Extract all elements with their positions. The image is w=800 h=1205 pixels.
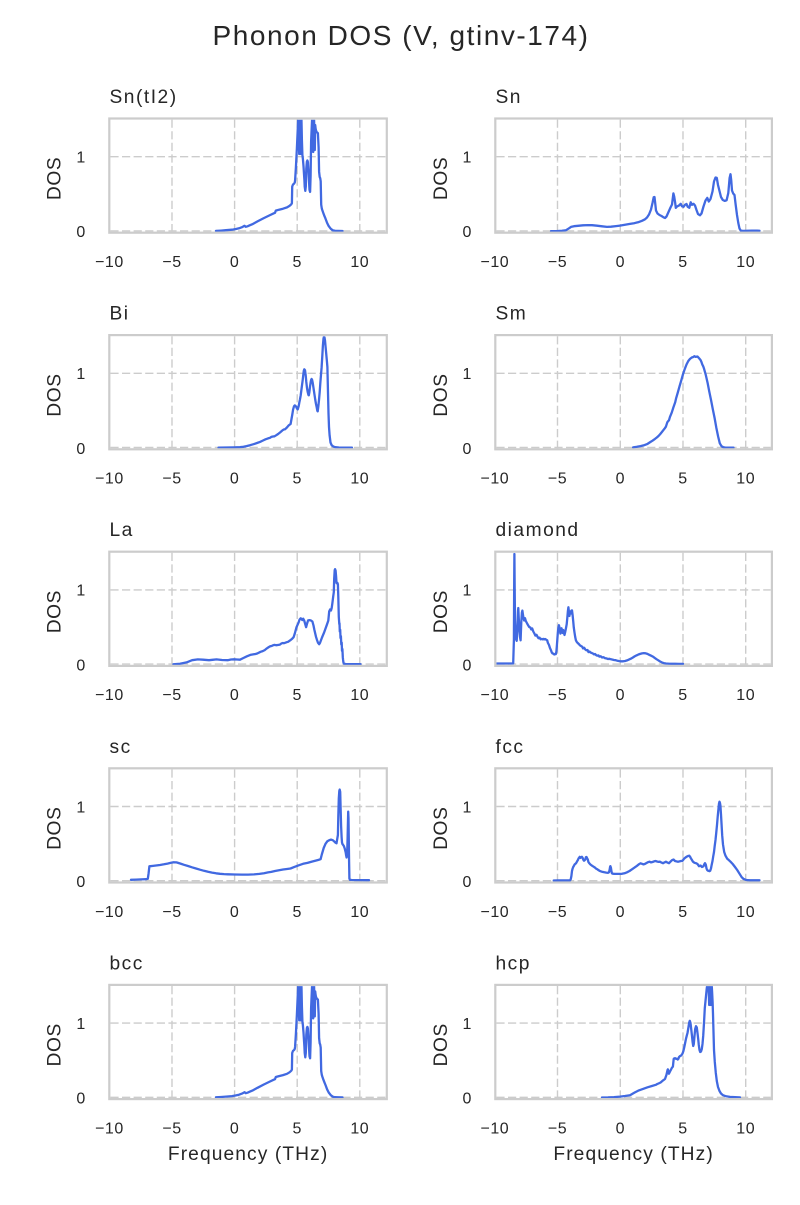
svg-text:−10: −10	[95, 687, 124, 704]
svg-text:0: 0	[462, 1091, 471, 1108]
svg-text:−5: −5	[162, 687, 181, 704]
svg-text:−10: −10	[480, 1120, 509, 1137]
svg-text:DOS: DOS	[45, 1023, 66, 1066]
svg-text:10: 10	[350, 1120, 369, 1137]
svg-text:−5: −5	[548, 471, 567, 488]
svg-text:−10: −10	[95, 904, 124, 921]
svg-text:0: 0	[462, 441, 471, 458]
svg-text:Phonon DOS (V, gtinv-174): Phonon DOS (V, gtinv-174)	[212, 20, 589, 51]
svg-text:DOS: DOS	[431, 157, 452, 200]
svg-text:0: 0	[616, 904, 625, 921]
svg-text:−10: −10	[95, 471, 124, 488]
svg-text:0: 0	[230, 254, 239, 271]
svg-text:5: 5	[292, 1120, 301, 1137]
svg-text:fcc: fcc	[496, 737, 525, 758]
svg-text:Frequency (THz): Frequency (THz)	[168, 1144, 328, 1165]
svg-text:1: 1	[76, 583, 85, 600]
svg-text:10: 10	[350, 904, 369, 921]
svg-text:hcp: hcp	[496, 953, 531, 974]
svg-text:DOS: DOS	[45, 157, 66, 200]
svg-text:1: 1	[462, 366, 471, 383]
svg-text:−10: −10	[480, 471, 509, 488]
svg-text:0: 0	[230, 1120, 239, 1137]
svg-text:DOS: DOS	[45, 373, 66, 416]
svg-text:1: 1	[462, 583, 471, 600]
svg-text:−10: −10	[480, 904, 509, 921]
svg-text:diamond: diamond	[496, 520, 580, 541]
svg-text:−10: −10	[480, 254, 509, 271]
svg-text:Sm: Sm	[496, 304, 528, 325]
svg-text:Frequency (THz): Frequency (THz)	[553, 1144, 713, 1165]
svg-text:5: 5	[678, 1120, 687, 1137]
svg-text:1: 1	[462, 799, 471, 816]
svg-text:10: 10	[350, 687, 369, 704]
svg-text:0: 0	[616, 254, 625, 271]
svg-text:−5: −5	[548, 687, 567, 704]
svg-text:10: 10	[736, 254, 755, 271]
svg-text:−5: −5	[548, 1120, 567, 1137]
svg-text:0: 0	[76, 1091, 85, 1108]
svg-text:0: 0	[76, 874, 85, 891]
svg-text:Bi: Bi	[110, 304, 130, 325]
svg-text:5: 5	[678, 687, 687, 704]
svg-text:−5: −5	[162, 1120, 181, 1137]
svg-text:0: 0	[76, 224, 85, 241]
svg-text:−5: −5	[162, 904, 181, 921]
svg-text:0: 0	[76, 657, 85, 674]
svg-text:−5: −5	[162, 471, 181, 488]
svg-text:10: 10	[350, 254, 369, 271]
svg-text:10: 10	[736, 687, 755, 704]
svg-text:DOS: DOS	[45, 590, 66, 633]
svg-text:1: 1	[76, 799, 85, 816]
svg-text:0: 0	[462, 657, 471, 674]
svg-text:0: 0	[230, 687, 239, 704]
svg-text:10: 10	[736, 1120, 755, 1137]
svg-text:Sn(tI2): Sn(tI2)	[110, 87, 178, 108]
svg-text:DOS: DOS	[431, 590, 452, 633]
svg-text:DOS: DOS	[431, 807, 452, 850]
svg-text:5: 5	[678, 904, 687, 921]
svg-text:−10: −10	[95, 1120, 124, 1137]
svg-text:DOS: DOS	[45, 807, 66, 850]
svg-text:0: 0	[616, 471, 625, 488]
svg-text:sc: sc	[110, 737, 132, 758]
svg-text:10: 10	[736, 904, 755, 921]
svg-text:5: 5	[292, 687, 301, 704]
svg-text:10: 10	[350, 471, 369, 488]
svg-text:0: 0	[230, 471, 239, 488]
svg-text:5: 5	[292, 254, 301, 271]
svg-text:1: 1	[76, 150, 85, 167]
svg-text:−10: −10	[480, 687, 509, 704]
svg-text:−5: −5	[548, 904, 567, 921]
svg-text:5: 5	[292, 904, 301, 921]
svg-text:1: 1	[462, 1016, 471, 1033]
svg-text:La: La	[110, 520, 134, 541]
svg-text:−10: −10	[95, 254, 124, 271]
svg-text:1: 1	[462, 150, 471, 167]
svg-text:−5: −5	[548, 254, 567, 271]
svg-text:1: 1	[76, 1016, 85, 1033]
svg-text:DOS: DOS	[431, 1023, 452, 1066]
svg-text:0: 0	[462, 224, 471, 241]
svg-text:0: 0	[76, 441, 85, 458]
svg-text:0: 0	[462, 874, 471, 891]
svg-text:5: 5	[678, 254, 687, 271]
svg-text:0: 0	[616, 687, 625, 704]
svg-text:10: 10	[736, 471, 755, 488]
svg-text:DOS: DOS	[431, 373, 452, 416]
svg-text:5: 5	[292, 471, 301, 488]
svg-text:0: 0	[230, 904, 239, 921]
svg-text:−5: −5	[162, 254, 181, 271]
svg-text:1: 1	[76, 366, 85, 383]
svg-text:Sn: Sn	[496, 87, 522, 108]
svg-text:5: 5	[678, 471, 687, 488]
svg-text:0: 0	[616, 1120, 625, 1137]
svg-text:bcc: bcc	[110, 953, 144, 974]
